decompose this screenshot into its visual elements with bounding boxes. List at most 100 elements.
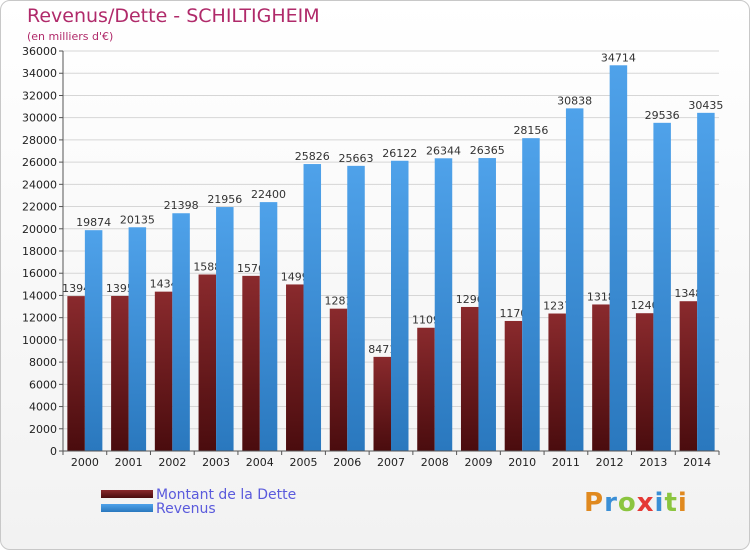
bar-label-dette: 8471 [368, 343, 396, 356]
logo-letter: x [636, 488, 655, 518]
bar-revenus [391, 160, 409, 451]
bar-revenus [609, 65, 628, 452]
y-tick-label: 24000 [22, 178, 57, 191]
bar-dette [417, 327, 435, 451]
logo-letter: o [617, 488, 637, 518]
x-tick-label: 2008 [421, 456, 449, 469]
bar-revenus [653, 122, 671, 452]
bar-label-revenus: 29536 [645, 109, 680, 122]
bar-revenus [172, 213, 190, 451]
x-tick-label: 2014 [683, 456, 711, 469]
bar-label-revenus: 30838 [557, 94, 592, 107]
logo-letter: r [604, 488, 618, 518]
bar-dette [592, 304, 610, 451]
bar-dette [111, 295, 129, 451]
y-tick-label: 30000 [22, 112, 57, 125]
bar-dette [198, 274, 217, 451]
x-tick-label: 2009 [464, 456, 492, 469]
bar-label-revenus: 20135 [120, 213, 155, 226]
y-tick-label: 28000 [22, 134, 57, 147]
bar-label-dette: 1281 [325, 295, 353, 308]
bar-revenus [84, 230, 103, 451]
legend-swatch-revenus [101, 504, 153, 512]
x-tick-label: 2012 [596, 456, 624, 469]
bar-dette [460, 306, 479, 451]
y-tick-label: 36000 [22, 45, 57, 58]
bar-dette [242, 275, 260, 451]
bar-dette [373, 356, 391, 451]
bar-revenus [434, 158, 453, 452]
y-tick-label: 14000 [22, 289, 57, 302]
bar-dette [329, 308, 348, 451]
bar-label-revenus: 26122 [382, 147, 417, 160]
bar-revenus [347, 165, 365, 451]
axes: 0 2000 4000 6000 8000 10000 12000 14000 16000 180… [22, 45, 720, 469]
bar-label-dette: 1170 [499, 307, 527, 320]
bar-dette [548, 313, 566, 451]
bar-label-dette: 1348 [674, 287, 702, 300]
x-tick-label: 2010 [508, 456, 536, 469]
legend-label-dette: Montant de la Dette [156, 487, 297, 503]
bar-label-revenus: 21398 [164, 199, 199, 212]
bar-label-dette: 1237 [543, 300, 571, 313]
bar-label-dette: 1394 [62, 282, 90, 295]
bar-dette [635, 313, 654, 451]
bar-revenus [478, 158, 496, 452]
bar-label-revenus: 19874 [76, 216, 111, 229]
y-tick-label: 20000 [22, 223, 57, 236]
bar-label-dette: 1588 [193, 260, 221, 273]
logo-letter: t [664, 488, 678, 518]
bar-label-revenus: 34714 [601, 51, 636, 64]
x-tick-label: 2000 [71, 456, 99, 469]
logo-letter: i [654, 488, 665, 518]
bar-label-dette: 1240 [631, 299, 659, 312]
bar-label-revenus: 28156 [513, 124, 548, 137]
x-tick-label: 2002 [158, 456, 186, 469]
bar-label-dette: 1318 [587, 290, 615, 303]
bar-dette [286, 284, 304, 451]
bar-revenus [216, 207, 234, 451]
bar-dette [154, 291, 173, 451]
bar-label-dette: 1434 [150, 278, 178, 291]
bar-revenus [303, 164, 322, 452]
y-tick-label: 0 [50, 445, 57, 458]
bar-label-revenus: 22400 [251, 188, 286, 201]
legend-swatch-dette [101, 490, 153, 498]
x-tick-label: 2011 [552, 456, 580, 469]
bars-group: 1394 19874 1395 20135 1434 21398 1588 21956 1576… [62, 51, 723, 452]
logo-letter: i [677, 488, 688, 518]
logo-letter: P [584, 488, 605, 518]
bar-label-dette: 1296 [456, 293, 484, 306]
bar-revenus [565, 108, 584, 451]
bar-label-revenus: 26344 [426, 144, 461, 157]
legend-label-revenus: Revenus [156, 501, 216, 517]
bar-label-dette: 1395 [106, 282, 134, 295]
x-tick-label: 2004 [246, 456, 274, 469]
bar-revenus [522, 138, 540, 451]
bar-dette [67, 296, 85, 451]
bar-label-revenus: 25826 [295, 150, 330, 163]
y-tick-label: 8000 [29, 356, 57, 369]
bar-label-revenus: 26365 [470, 144, 505, 157]
chart-subtitle: (en milliers d'€) [27, 30, 114, 43]
x-tick-label: 2001 [115, 456, 143, 469]
y-tick-label: 22000 [22, 201, 57, 214]
y-tick-label: 18000 [22, 245, 57, 258]
bar-revenus [697, 112, 715, 451]
y-tick-label: 4000 [29, 401, 57, 414]
x-tick-label: 2007 [377, 456, 405, 469]
x-tick-label: 2006 [333, 456, 361, 469]
y-tick-label: 10000 [22, 334, 57, 347]
bar-revenus [259, 202, 278, 451]
y-tick-label: 2000 [29, 423, 57, 436]
bar-dette [679, 301, 698, 451]
y-tick-label: 16000 [22, 267, 57, 280]
bar-label-revenus: 25663 [339, 152, 374, 165]
y-tick-label: 34000 [22, 67, 57, 80]
bar-label-dette: 1499 [281, 270, 309, 283]
proxiti-logo: Proxiti [584, 488, 688, 518]
bar-label-dette: 1576 [237, 262, 265, 275]
bar-revenus [128, 227, 147, 451]
x-tick-label: 2013 [639, 456, 667, 469]
